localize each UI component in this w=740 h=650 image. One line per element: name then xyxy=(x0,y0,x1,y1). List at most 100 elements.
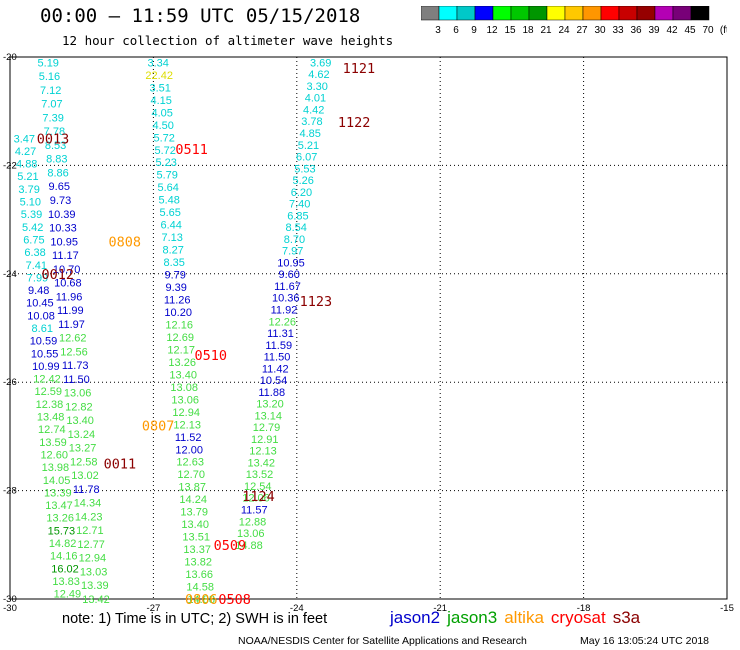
time-annotation: 0511 xyxy=(175,142,208,158)
wave-height-label: 5.10 xyxy=(20,197,41,209)
wave-height-label: 10.99 xyxy=(32,361,60,373)
y-tick-label: -24 xyxy=(3,269,17,280)
wave-height-label: 9.79 xyxy=(164,270,185,282)
wave-height-label: 9.39 xyxy=(165,282,186,294)
wave-height-label: 7.41 xyxy=(26,260,47,272)
colorbar-label: 15 xyxy=(504,25,516,36)
wave-height-label: 14.88 xyxy=(187,594,215,606)
wave-height-label: 13.66 xyxy=(185,569,213,581)
wave-height-label: 3.78 xyxy=(301,116,322,128)
legend-entry-jason2: jason2 xyxy=(390,608,441,627)
plot-frame xyxy=(9,56,728,600)
wave-height-label: 3.69 xyxy=(310,57,331,69)
wave-height-label: 11.88 xyxy=(258,387,285,399)
wave-height-label: 5.42 xyxy=(22,222,43,234)
colorbar-label: 9 xyxy=(471,25,477,36)
wave-height-label: 13.14 xyxy=(254,410,282,422)
x-tick-label: -30 xyxy=(3,603,17,614)
colorbar-label: 33 xyxy=(612,25,624,36)
wave-height-label: 5.16 xyxy=(39,71,60,83)
wave-height-label: 14.24 xyxy=(179,494,207,506)
wave-height-label: 13.40 xyxy=(66,415,94,427)
wave-height-label: 14.34 xyxy=(74,498,102,510)
wave-height-label: 13.03 xyxy=(80,566,108,578)
wave-height-label: 10.55 xyxy=(31,348,59,360)
colorbar-label: 36 xyxy=(630,25,642,36)
wave-height-label: 9.60 xyxy=(279,269,300,281)
wave-height-label: 10.33 xyxy=(49,223,77,235)
colorbar-label: 6 xyxy=(453,25,459,36)
wave-height-label: 11.99 xyxy=(57,305,84,317)
wave-height-label: 13.59 xyxy=(39,437,67,449)
y-tick-label: -28 xyxy=(3,486,17,497)
time-annotation: 0011 xyxy=(104,457,137,473)
wave-height-label: 12.00 xyxy=(175,444,203,456)
wave-height-label: 6.20 xyxy=(291,187,312,199)
wave-height-label: 5.65 xyxy=(159,207,180,219)
wave-height-label: 12.16 xyxy=(165,319,193,331)
wave-height-label: 13.40 xyxy=(181,519,209,531)
chart-title: 00:00 – 11:59 UTC 05/15/2018 xyxy=(40,5,361,27)
wave-height-label: 12.69 xyxy=(166,332,194,344)
time-annotation: 1124 xyxy=(242,489,275,505)
wave-height-label: 14.16 xyxy=(50,551,78,563)
wave-height-label: 7.13 xyxy=(161,232,182,244)
time-annotation: 1121 xyxy=(343,61,376,77)
wave-height-label: 13.06 xyxy=(171,394,199,406)
wave-height-label: 12.79 xyxy=(253,422,281,434)
wave-height-label: 6.38 xyxy=(24,247,45,259)
x-tick-label: -18 xyxy=(577,603,591,614)
wave-height-label: 13.27 xyxy=(69,443,97,455)
wave-height-label: 12.94 xyxy=(79,553,107,565)
wave-height-label: 4.05 xyxy=(151,107,172,119)
wave-height-label: 13.42 xyxy=(247,457,275,469)
time-annotation: 0807 xyxy=(142,419,175,435)
wave-height-label: 6.85 xyxy=(287,210,308,222)
wave-height-label: 9.73 xyxy=(50,195,71,207)
wave-height-label: 13.06 xyxy=(64,388,92,400)
wave-height-label: 5.53 xyxy=(294,163,315,175)
legend-entry-jason3: jason3 xyxy=(447,608,498,627)
colorbar-label: 30 xyxy=(594,25,606,36)
wave-height-label: 7.99 xyxy=(27,272,48,284)
wave-height-label: 7.78 xyxy=(44,126,65,138)
wave-height-label: 8.54 xyxy=(286,222,307,234)
wave-height-label: 14.05 xyxy=(43,475,71,487)
wave-height-label: 12.49 xyxy=(54,589,82,601)
colorbar-label: (ft) xyxy=(720,25,727,36)
chart-subtitle: 12 hour collection of altimeter wave hei… xyxy=(62,33,394,48)
wave-height-label: 7.40 xyxy=(289,199,310,211)
wave-height-label: 11.59 xyxy=(265,340,292,352)
colorbar-label: 12 xyxy=(486,25,498,36)
wave-height-label: 3.30 xyxy=(306,81,327,93)
colorbar-label: 18 xyxy=(522,25,534,36)
time-annotation: 1123 xyxy=(300,294,333,310)
wave-height-label: 13.79 xyxy=(180,507,208,519)
wave-height-label: 11.26 xyxy=(164,295,191,307)
wave-height-label: 3.34 xyxy=(147,57,168,69)
wave-height-label: 12.60 xyxy=(40,449,68,461)
y-tick-label: -30 xyxy=(3,594,17,605)
wave-height-label: 10.36 xyxy=(272,293,300,305)
wave-height-label: 11.50 xyxy=(264,352,291,364)
time-annotation: 0806 xyxy=(185,592,218,608)
wave-height-label: 6.75 xyxy=(23,234,44,246)
wave-height-label: 5.21 xyxy=(298,140,319,152)
wave-height-label: 9.48 xyxy=(28,285,49,297)
colorbar-label: 3 xyxy=(435,25,441,36)
wave-height-label: 13.08 xyxy=(170,382,198,394)
wave-height-label: 4.85 xyxy=(299,128,320,140)
wave-height-label: 11.42 xyxy=(262,363,289,375)
colorbar-label: 45 xyxy=(684,25,696,36)
wave-height-label: 8.70 xyxy=(284,234,305,246)
wave-height-label: 12.63 xyxy=(176,457,204,469)
wave-height-label: 4.88 xyxy=(16,159,37,171)
wave-height-label: 13.52 xyxy=(246,469,274,481)
legend-entry-altika: altika xyxy=(504,608,544,627)
wave-height-label: 5.72 xyxy=(153,132,174,144)
wave-height-label: 10.95 xyxy=(50,236,78,248)
wave-height-label: 5.19 xyxy=(38,57,59,69)
wave-height-label: 13.51 xyxy=(182,532,210,544)
credit-text: NOAA/NESDIS Center for Satellite Applica… xyxy=(238,635,527,647)
